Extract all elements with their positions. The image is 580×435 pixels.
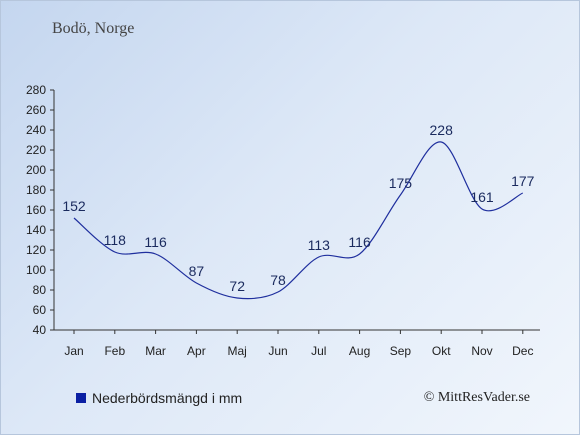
x-tick-label: Dec: [512, 344, 533, 358]
legend: Nederbördsmängd i mm: [76, 390, 242, 406]
y-tick-label: 240: [26, 123, 46, 137]
data-label: 118: [104, 232, 127, 248]
data-point: [440, 141, 443, 144]
x-tick-label: Okt: [432, 344, 451, 358]
x-tick-label: Jul: [311, 344, 326, 358]
x-tick-label: Mar: [145, 344, 166, 358]
data-label: 113: [308, 237, 331, 253]
data-point: [481, 208, 484, 211]
x-tick-label: Maj: [228, 344, 247, 358]
x-tick-label: Feb: [104, 344, 125, 358]
y-tick-label: 60: [33, 303, 47, 317]
data-label: 116: [144, 234, 167, 250]
data-label: 175: [389, 175, 413, 191]
x-tick-label: Jan: [64, 344, 83, 358]
y-tick-label: 40: [33, 323, 47, 337]
chart-title: Bodö, Norge: [52, 20, 135, 37]
data-point: [195, 282, 198, 285]
y-tick-label: 260: [26, 103, 46, 117]
data-label: 72: [229, 278, 245, 294]
data-point: [317, 256, 320, 259]
data-labels: 152 118 116 87 72 78 113 116 175 228 161 177: [62, 122, 534, 294]
x-tick-label: Apr: [187, 344, 206, 358]
x-tick-label: Nov: [471, 344, 492, 358]
data-label: 228: [430, 122, 454, 138]
y-tick-label: 220: [26, 143, 46, 157]
data-label: 116: [348, 234, 371, 250]
axes: 40 60 80 100 120 140 160 180 200 220 240 260 280 Jan F…: [26, 83, 540, 358]
x-tick-label: Sep: [390, 344, 412, 358]
data-point: [73, 217, 76, 220]
data-point: [113, 251, 116, 254]
x-tick-label: Jun: [268, 344, 287, 358]
data-point: [277, 291, 280, 294]
y-tick-label: 160: [26, 203, 46, 217]
series: [73, 141, 524, 300]
legend-swatch: [76, 393, 86, 403]
data-point: [521, 192, 524, 195]
data-label: 161: [470, 189, 494, 205]
y-tick-label: 180: [26, 183, 46, 197]
data-label: 152: [62, 198, 86, 214]
legend-label: Nederbördsmängd i mm: [92, 390, 243, 406]
data-point: [236, 297, 239, 300]
data-point: [358, 253, 361, 256]
y-tick-label: 100: [26, 263, 46, 277]
y-tick-label: 140: [26, 223, 46, 237]
data-label: 177: [511, 173, 535, 189]
data-label: 78: [270, 272, 286, 288]
data-label: 87: [189, 263, 205, 279]
copyright-text: © MittResVader.se: [423, 390, 530, 405]
data-point: [154, 253, 157, 256]
y-tick-label: 200: [26, 163, 46, 177]
series-line: [73, 141, 524, 300]
x-tick-label: Aug: [349, 344, 370, 358]
data-point: [399, 194, 402, 197]
y-tick-label: 80: [33, 283, 47, 297]
y-tick-label: 280: [26, 83, 46, 97]
y-tick-label: 120: [26, 243, 46, 257]
